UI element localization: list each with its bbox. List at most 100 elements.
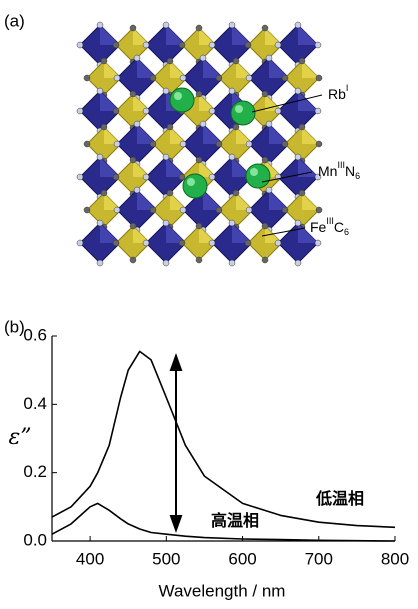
atom	[262, 157, 268, 163]
atom	[295, 220, 301, 226]
crystal-structure	[77, 22, 322, 266]
annotation-sub: 6	[355, 171, 360, 181]
atom	[179, 240, 185, 246]
atom	[262, 257, 268, 263]
x-tick-label: 600	[228, 549, 256, 568]
y-tick-label: 0.6	[23, 325, 47, 344]
atom	[315, 108, 321, 114]
atom	[229, 220, 235, 226]
atom	[113, 240, 119, 246]
atom	[229, 22, 235, 28]
atom	[299, 190, 305, 196]
atom	[84, 75, 90, 81]
atom	[167, 190, 173, 196]
atom	[262, 25, 268, 31]
atom	[114, 75, 120, 81]
atom	[84, 141, 90, 147]
atom	[150, 75, 156, 81]
atom	[167, 124, 173, 130]
arrow-head	[171, 516, 181, 530]
atom	[84, 207, 90, 213]
atom	[196, 257, 202, 263]
atom	[295, 88, 301, 94]
atom	[143, 240, 149, 246]
series-label: 低温相	[315, 489, 364, 508]
atom	[262, 223, 268, 229]
atom	[143, 108, 149, 114]
atom	[209, 42, 215, 48]
annotation: RbI	[328, 83, 348, 101]
atom	[114, 207, 120, 213]
y-tick-label: 0.2	[23, 462, 47, 481]
atom	[130, 223, 136, 229]
atom	[200, 121, 206, 127]
atom	[245, 42, 251, 48]
atom	[266, 121, 272, 127]
atom	[77, 240, 83, 246]
double-arrow	[171, 356, 181, 530]
atom	[97, 154, 103, 160]
atom	[295, 154, 301, 160]
atom	[101, 190, 107, 196]
atom	[97, 22, 103, 28]
atom	[134, 55, 140, 61]
y-tick-label: 0.0	[23, 530, 47, 549]
atom	[209, 108, 215, 114]
atom	[299, 58, 305, 64]
atom	[275, 240, 281, 246]
atom	[180, 141, 186, 147]
atom	[245, 240, 251, 246]
atom	[209, 240, 215, 246]
atom	[316, 75, 322, 81]
series-label: 高温相	[211, 511, 259, 530]
atom	[229, 154, 235, 160]
rb-ion	[246, 164, 270, 188]
atom	[316, 207, 322, 213]
annotation-text: Fe	[310, 219, 327, 235]
atom	[114, 141, 120, 147]
x-tick-label: 400	[76, 549, 104, 568]
atom	[130, 157, 136, 163]
atom	[163, 260, 169, 266]
panel-label: (b)	[4, 317, 25, 336]
atom	[216, 75, 222, 81]
atom	[233, 190, 239, 196]
y-axis-title: ε”	[8, 425, 31, 450]
rb-ion	[231, 101, 255, 125]
annotation-sup: I	[346, 83, 349, 93]
atom	[163, 220, 169, 226]
atom	[97, 260, 103, 266]
y-tick-label: 0.4	[23, 394, 47, 413]
rb-highlight	[187, 178, 195, 186]
rb-highlight	[250, 168, 258, 176]
annotation-sup: III	[337, 160, 345, 170]
atom	[97, 88, 103, 94]
atom	[113, 42, 119, 48]
panel-label: (a)	[4, 11, 25, 30]
x-tick-label: 700	[305, 549, 333, 568]
annotation: MnIIIN6	[318, 160, 360, 181]
x-tick-label: 800	[381, 549, 409, 568]
rb-ion	[170, 88, 194, 112]
atom	[299, 124, 305, 130]
atom	[179, 42, 185, 48]
atom	[113, 108, 119, 114]
atom	[266, 55, 272, 61]
atom	[113, 174, 119, 180]
atom	[101, 58, 107, 64]
atom	[101, 124, 107, 130]
atom	[262, 91, 268, 97]
arrow-head	[171, 356, 181, 370]
atom	[282, 75, 288, 81]
atom	[295, 260, 301, 266]
atom	[200, 55, 206, 61]
atom	[246, 75, 252, 81]
annotation-text: Mn	[318, 163, 337, 179]
atom	[246, 207, 252, 213]
atom	[196, 157, 202, 163]
atom	[196, 223, 202, 229]
atom	[163, 154, 169, 160]
atom	[209, 174, 215, 180]
atom	[77, 108, 83, 114]
annotation-sub: 6	[344, 227, 349, 237]
